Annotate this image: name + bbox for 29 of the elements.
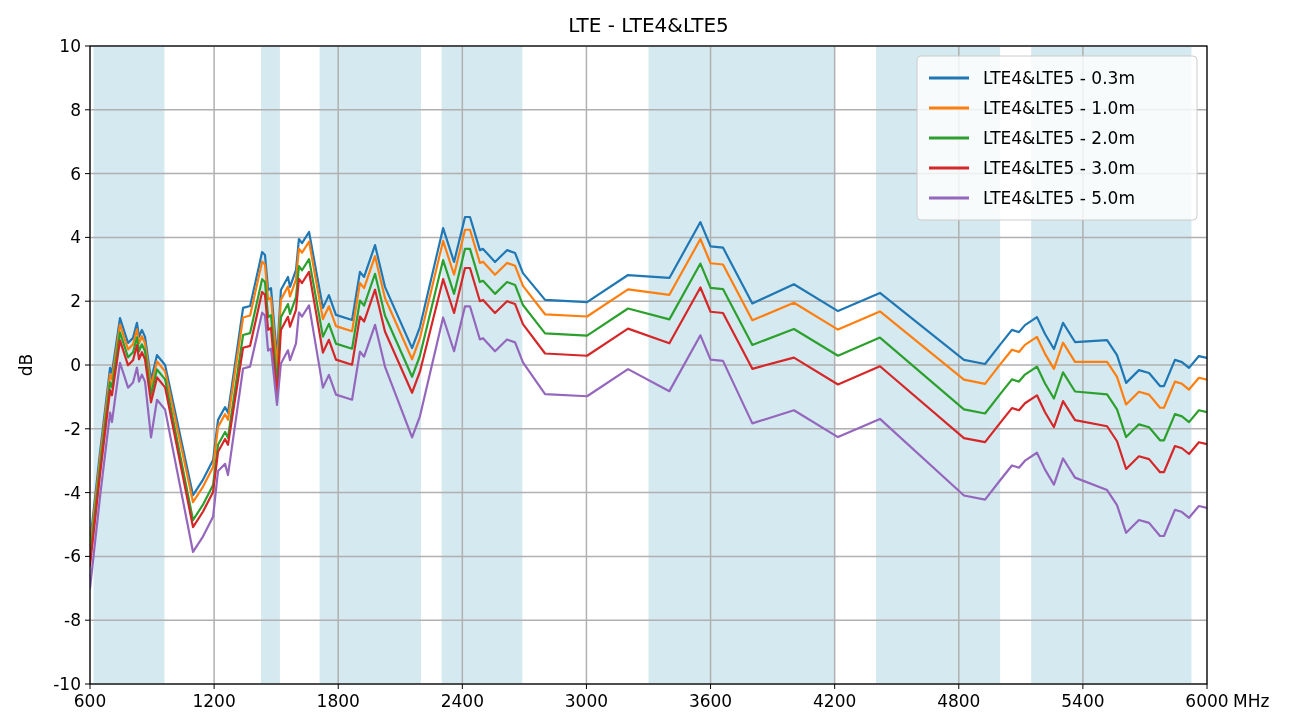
legend-label: LTE4&LTE5 - 1.0m <box>983 98 1135 118</box>
x-tick-label: 2400 <box>440 691 484 711</box>
y-tick-label: -2 <box>64 418 81 439</box>
x-tick-label: 6000 <box>1185 691 1229 711</box>
y-tick-label: 10 <box>59 36 81 56</box>
y-tick-label: -8 <box>64 610 81 631</box>
y-tick-label: -6 <box>64 546 81 567</box>
legend-label: LTE4&LTE5 - 5.0m <box>983 188 1135 208</box>
x-axis-title: MHz <box>1233 691 1270 711</box>
x-tick-label: 5400 <box>1061 691 1105 711</box>
x-tick-label: 4800 <box>937 691 981 711</box>
y-tick-label: 4 <box>70 227 81 248</box>
y-tick-label: 0 <box>70 355 81 375</box>
y-tick-label: 2 <box>70 291 81 312</box>
x-tick-label: 3000 <box>564 691 609 711</box>
y-tick-label: 6 <box>70 163 81 184</box>
x-tick-label: 1800 <box>316 691 360 711</box>
legend-label: LTE4&LTE5 - 2.0m <box>983 128 1135 148</box>
chart-title: LTE - LTE4&LTE5 <box>568 13 729 37</box>
x-tick-label: 3600 <box>688 691 733 711</box>
y-axis-title: dB <box>16 353 36 377</box>
legend-label: LTE4&LTE5 - 3.0m <box>983 158 1135 178</box>
y-tick-label: -10 <box>53 674 81 694</box>
legend-label: LTE4&LTE5 - 0.3m <box>983 68 1135 88</box>
y-tick-label: 8 <box>70 99 81 120</box>
x-tick-label: 4200 <box>813 691 857 711</box>
x-tick-label: 600 <box>73 691 107 711</box>
x-tick-label: 1200 <box>192 691 236 711</box>
y-tick-label: -4 <box>64 482 81 503</box>
